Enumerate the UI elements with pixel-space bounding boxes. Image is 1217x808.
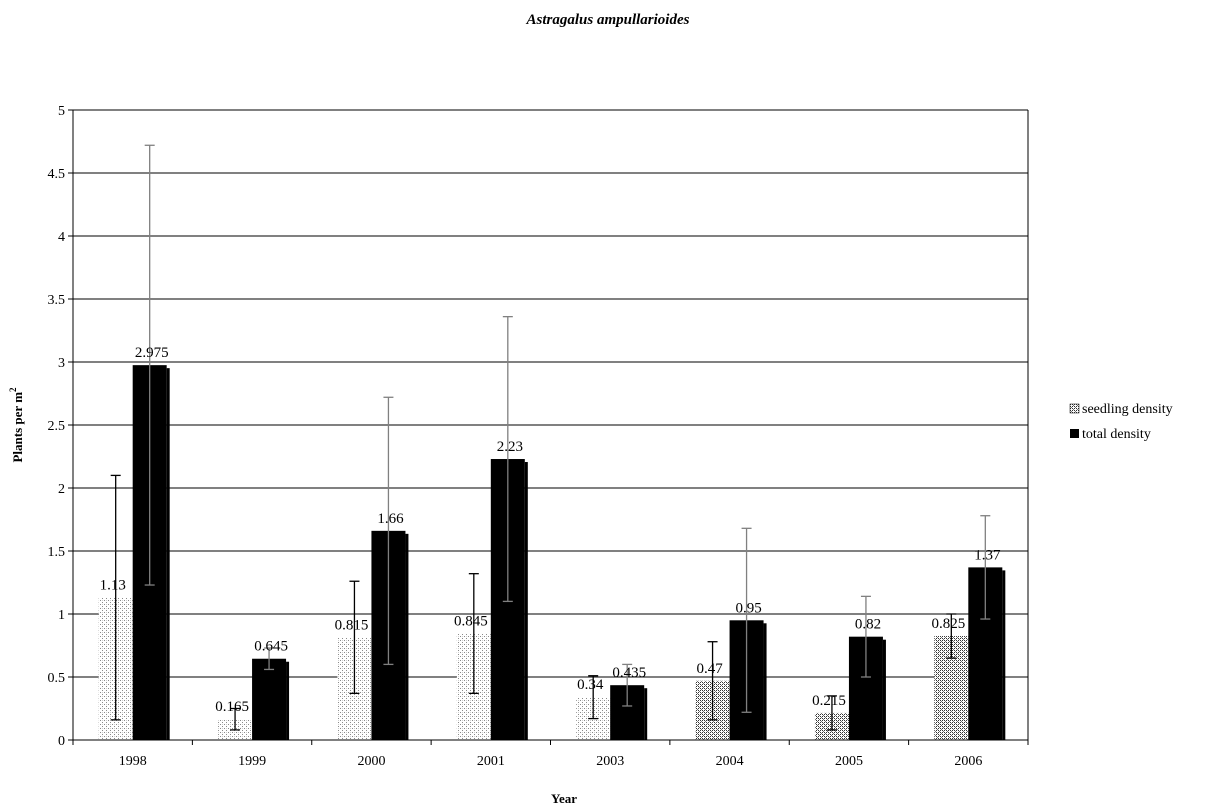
data-label-total: 0.645 (254, 639, 288, 655)
data-label-seedling: 0.815 (335, 617, 369, 633)
data-label-total: 1.37 (974, 547, 1001, 563)
data-label-seedling: 1.13 (100, 578, 126, 594)
bar-total-density (252, 658, 287, 740)
x-tick-label: 2006 (954, 754, 982, 769)
bars (98, 365, 1006, 740)
chart-title: Astragalus ampullarioides (526, 12, 690, 28)
x-tick-label: 2001 (477, 754, 505, 769)
y-tick-label: 2.5 (48, 419, 66, 434)
data-label-seedling: 0.47 (696, 661, 723, 677)
data-label-total: 0.95 (735, 600, 761, 616)
legend-label-total: total density (1082, 427, 1151, 442)
data-label-total: 1.66 (377, 511, 404, 527)
x-tick-label: 2000 (357, 754, 385, 769)
data-label-total: 2.23 (497, 439, 523, 455)
data-label-total: 0.82 (855, 617, 881, 633)
y-tick-label: 4.5 (48, 167, 66, 182)
legend: seedling density total density (1069, 402, 1173, 442)
y-tick-label: 1.5 (48, 545, 66, 560)
data-label-seedling: 0.165 (215, 699, 249, 715)
data-label-total: 0.435 (612, 665, 646, 681)
y-tick-label: 3.5 (48, 293, 66, 308)
y-tick-label: 0 (58, 734, 65, 749)
y-tick-label: 4 (58, 230, 65, 245)
bar-total-density-shadow (286, 661, 290, 740)
x-tick-label: 1998 (119, 754, 147, 769)
x-tick-label: 1999 (238, 754, 266, 769)
data-label-total: 2.975 (135, 345, 169, 361)
legend-swatch-total (1070, 429, 1079, 438)
y-tick-label: 2 (58, 482, 65, 497)
bar-total-density-shadow (644, 688, 648, 740)
bar-total-density-shadow (763, 623, 767, 740)
x-axis-title: Year (551, 791, 577, 806)
data-label-seedling: 0.34 (577, 677, 604, 693)
legend-label-seedling: seedling density (1082, 402, 1173, 417)
x-tick-label: 2003 (596, 754, 624, 769)
data-labels: 1.13 0.165 0.815 0.845 0.34 0.47 0.215 0.825 2.9… (100, 345, 1001, 715)
legend-item-total: total density (1070, 427, 1151, 442)
y-tick-label: 5 (58, 104, 65, 119)
y-tick-label: 3 (58, 356, 65, 371)
bar-total-density-shadow (1002, 570, 1006, 740)
error-bars (110, 144, 991, 731)
x-tick-label: 2005 (835, 754, 863, 769)
data-label-seedling: 0.215 (812, 693, 846, 709)
gridlines (73, 109, 1028, 678)
bar-total-density-shadow (166, 368, 170, 740)
data-label-seedling: 0.845 (454, 614, 488, 630)
bar-total-density-shadow (882, 639, 886, 740)
y-axis-title-superscript: 2 (8, 387, 18, 392)
legend-item-seedling: seedling density (1069, 402, 1173, 417)
legend-swatch-seedling (1069, 403, 1080, 414)
axes: 0 0.5 1 1.5 2 2.5 3 3.5 4 4.5 5 1998 1999 2000 2001 200… (48, 104, 1029, 769)
x-tick-label: 2004 (716, 754, 744, 769)
y-tick-label: 1 (58, 608, 65, 623)
bar-total-density-shadow (405, 533, 409, 740)
y-axis-title-text: Plants per m (10, 392, 25, 463)
y-axis-title: Plants per m2 (8, 387, 25, 463)
y-tick-label: 0.5 (48, 671, 66, 686)
data-label-seedling: 0.825 (931, 616, 965, 632)
bar-total-density-shadow (524, 462, 528, 740)
